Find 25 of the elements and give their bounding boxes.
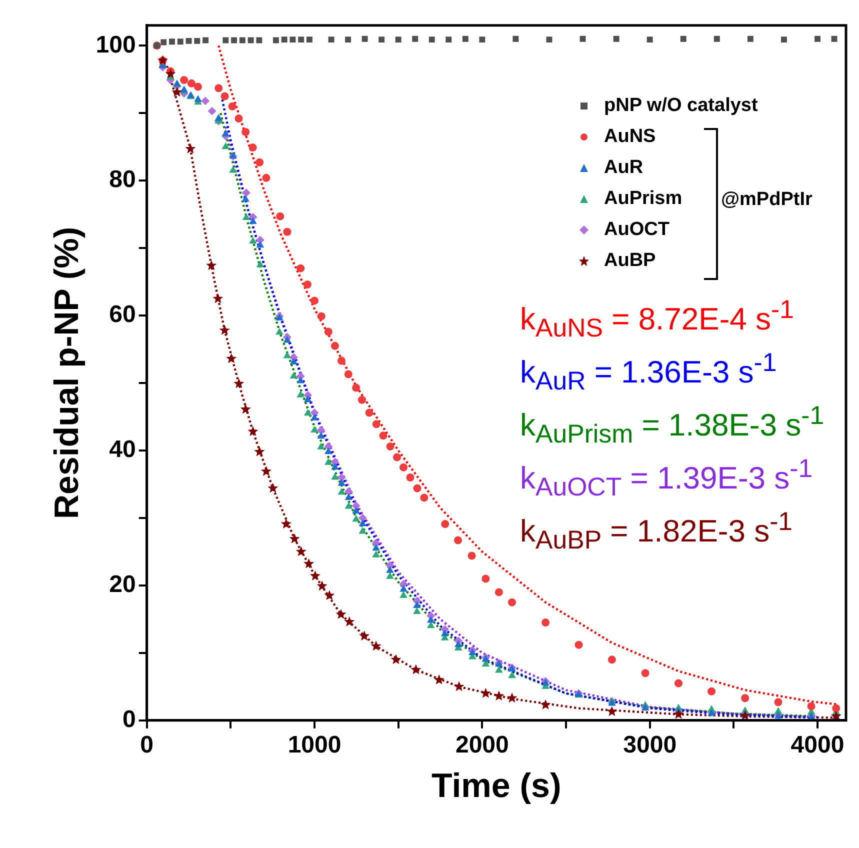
- y-tick-label: 60: [109, 301, 136, 328]
- x-tick-label: 3000: [623, 731, 677, 758]
- legend-label: AuNS: [604, 126, 656, 148]
- x-tick-label: 2000: [455, 731, 509, 758]
- x-tick-label: 0: [140, 731, 154, 758]
- y-tick-label: 80: [109, 166, 136, 194]
- legend-label: AuBP: [604, 250, 656, 272]
- x-tick-label: 4000: [790, 731, 844, 758]
- y-tick-label: 20: [109, 571, 136, 598]
- annotation: k$_{AuOCT}$ = 1.39E-3 s$^{-1}$: [520, 455, 813, 503]
- annotation: k$_{AuNS}$ = 8.72E-4 s$^{-1}$: [520, 296, 794, 344]
- legend-label: AuPrism: [604, 188, 682, 210]
- x-tick-label: 1000: [288, 731, 342, 758]
- y-tick-label: 0: [122, 706, 136, 734]
- legend-label: AuOCT: [604, 218, 670, 240]
- y-tick-label: 100: [96, 31, 136, 58]
- x-axis-title: Time (s): [432, 766, 562, 805]
- annotation: k$_{AuBP}$ = 1.82E-3 s$^{-1}$: [520, 508, 793, 556]
- legend-label: pNP w/O catalyst: [604, 94, 758, 116]
- annotation: @mPdPtIr: [721, 189, 812, 211]
- y-axis-title: Residual p-NP (%): [48, 226, 86, 519]
- legend-label: AuR: [604, 156, 644, 178]
- y-tick-label: 40: [109, 436, 136, 464]
- annotation: k$_{AuPrism}$ = 1.38E-3 s$^{-1}$: [520, 402, 824, 450]
- annotation: k$_{AuR}$ = 1.36E-3 s$^{-1}$: [520, 349, 777, 397]
